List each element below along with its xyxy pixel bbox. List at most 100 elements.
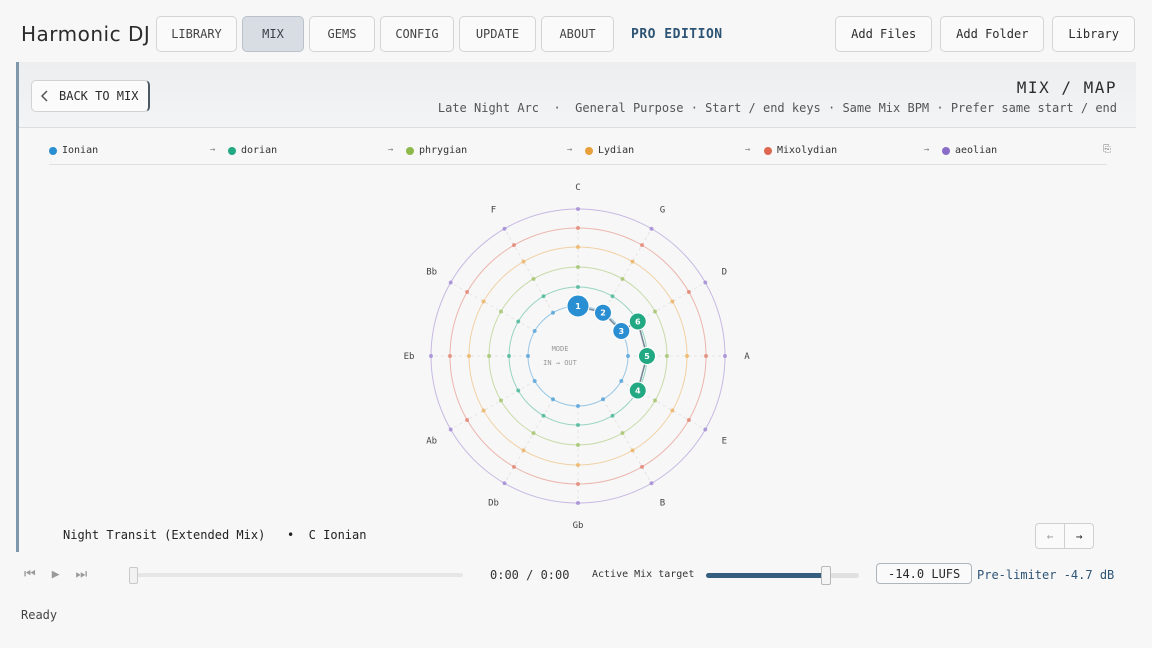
track-node[interactable]: 3 <box>612 322 631 340</box>
key-dot[interactable] <box>640 464 644 469</box>
key-dot[interactable] <box>686 418 691 422</box>
prev-arrow-button[interactable]: ← <box>1046 529 1054 543</box>
key-dot[interactable] <box>665 354 669 358</box>
key-dot[interactable] <box>481 299 486 304</box>
key-dot[interactable] <box>487 354 491 358</box>
key-dot[interactable] <box>502 226 507 231</box>
skip-forward-icon[interactable]: ⏭ <box>75 567 88 582</box>
key-dot[interactable] <box>653 398 658 403</box>
key-dot[interactable] <box>626 354 630 358</box>
key-dot[interactable] <box>630 259 635 264</box>
key-dot[interactable] <box>498 309 503 314</box>
key-dot[interactable] <box>649 226 654 231</box>
key-dot[interactable] <box>610 413 615 418</box>
track-node[interactable]: 2 <box>594 303 612 322</box>
key-dot[interactable] <box>521 259 526 264</box>
key-dot[interactable] <box>685 354 689 358</box>
key-dot[interactable] <box>670 408 675 413</box>
seek-slider[interactable] <box>129 567 463 584</box>
key-dot[interactable] <box>620 431 625 436</box>
key-dot[interactable] <box>465 418 470 422</box>
lufs-value[interactable]: -14.0 LUFS <box>876 563 973 584</box>
key-dot[interactable] <box>576 285 580 289</box>
add-folder-button[interactable]: Add Folder <box>940 16 1045 52</box>
copy-icon[interactable]: ⎘ <box>1103 144 1111 155</box>
key-dot[interactable] <box>576 245 580 249</box>
tab-update[interactable]: UPDATE <box>459 16 536 52</box>
key-dot[interactable] <box>576 265 580 269</box>
key-dot[interactable] <box>601 397 605 402</box>
key-dot[interactable] <box>507 354 511 358</box>
key-dot[interactable] <box>551 397 555 402</box>
key-dot[interactable] <box>670 299 675 304</box>
key-dot[interactable] <box>723 354 727 358</box>
tab-config[interactable]: CONFIG <box>380 16 454 52</box>
key-dot[interactable] <box>630 448 635 453</box>
key-dot[interactable] <box>703 427 708 432</box>
key-dot[interactable] <box>512 464 516 469</box>
tab-about[interactable]: ABOUT <box>541 16 614 52</box>
key-dot[interactable] <box>551 310 555 315</box>
legend-item[interactable]: phrygian <box>406 145 467 156</box>
key-dot[interactable] <box>448 354 452 358</box>
tab-library[interactable]: LIBRARY <box>156 16 237 52</box>
key-dot[interactable] <box>521 448 526 453</box>
add-files-button[interactable]: Add Files <box>835 16 933 52</box>
key-dot[interactable] <box>619 379 624 383</box>
key-dot[interactable] <box>703 280 708 285</box>
play-icon[interactable]: ▶ <box>51 567 60 582</box>
key-dot[interactable] <box>532 379 537 383</box>
next-arrow-button[interactable]: → <box>1064 524 1093 548</box>
key-dot[interactable] <box>541 294 546 299</box>
key-dot[interactable] <box>532 329 537 333</box>
legend-item[interactable]: Mixolydian <box>764 145 837 156</box>
key-dot[interactable] <box>481 408 486 413</box>
key-dot[interactable] <box>576 443 580 447</box>
lufs-slider[interactable] <box>706 566 859 585</box>
key-dot[interactable] <box>531 431 536 436</box>
skip-back-icon[interactable]: ⏮ <box>24 567 36 582</box>
legend-item[interactable]: dorian <box>228 145 277 156</box>
key-dot[interactable] <box>429 354 433 358</box>
legend-item[interactable]: Ionian <box>49 145 98 156</box>
key-dot[interactable] <box>498 398 503 403</box>
seek-handle[interactable] <box>129 567 138 584</box>
track-node[interactable]: 4 <box>628 381 647 400</box>
track-node-circle[interactable] <box>612 322 631 340</box>
key-dot[interactable] <box>516 388 521 393</box>
key-dot[interactable] <box>541 413 546 418</box>
key-dot[interactable] <box>576 423 580 427</box>
key-dot[interactable] <box>526 354 530 358</box>
tab-mix[interactable]: MIX <box>242 16 304 52</box>
track-node[interactable]: 6 <box>628 312 647 331</box>
key-dot[interactable] <box>502 481 507 486</box>
key-dot[interactable] <box>649 481 654 486</box>
track-node-circle[interactable] <box>566 294 590 318</box>
key-dot[interactable] <box>610 294 615 299</box>
key-dot[interactable] <box>467 354 471 358</box>
track-node-circle[interactable] <box>628 312 647 331</box>
library-button[interactable]: Library <box>1052 16 1135 52</box>
track-node-circle[interactable] <box>594 303 612 322</box>
key-dot[interactable] <box>531 276 536 281</box>
key-dot[interactable] <box>448 280 453 285</box>
back-to-mix-button[interactable]: BACK TO MIX <box>31 80 151 112</box>
key-dot[interactable] <box>620 276 625 281</box>
key-dot[interactable] <box>686 290 691 294</box>
legend-item[interactable]: Lydian <box>585 145 634 156</box>
key-dot[interactable] <box>576 501 580 505</box>
key-dot[interactable] <box>576 207 580 211</box>
track-node[interactable]: 1 <box>566 294 590 318</box>
key-dot[interactable] <box>576 404 580 408</box>
tab-gems[interactable]: GEMS <box>309 16 375 52</box>
track-node-circle[interactable] <box>628 381 647 400</box>
lufs-slider-handle[interactable] <box>821 566 832 585</box>
track-node-circle[interactable] <box>638 347 656 365</box>
key-dot[interactable] <box>640 243 644 248</box>
track-node[interactable]: 5 <box>638 347 656 365</box>
key-dot[interactable] <box>465 290 470 294</box>
key-dot[interactable] <box>516 319 521 324</box>
key-dot[interactable] <box>448 427 453 432</box>
key-dot[interactable] <box>704 354 708 358</box>
key-dot[interactable] <box>576 482 580 486</box>
